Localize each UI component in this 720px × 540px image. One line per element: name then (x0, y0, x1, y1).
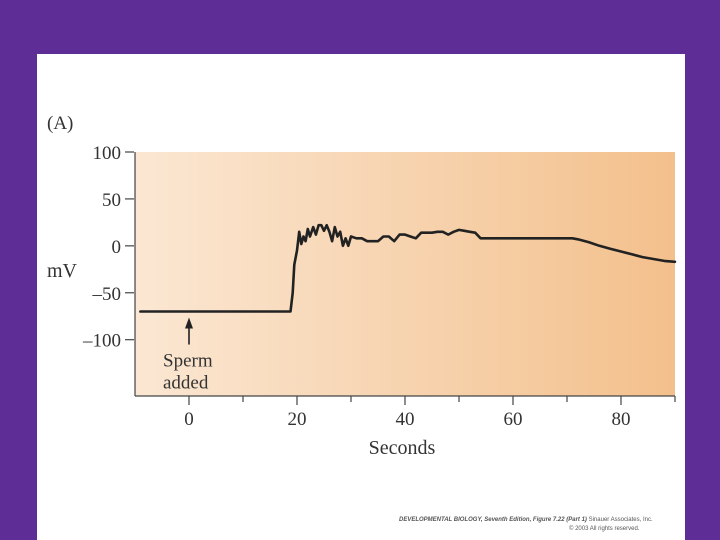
copyright: © 2003 All rights reserved. (569, 526, 640, 532)
copyright-line: © 2003 All rights reserved. (569, 526, 639, 532)
y-axis-label: mV (47, 260, 78, 282)
y-tick-label: 100 (93, 143, 122, 164)
x-axis-label: Seconds (369, 437, 436, 459)
x-tick-label: 40 (396, 409, 415, 430)
y-tick-label: 50 (102, 190, 121, 211)
y-tick-label: –50 (92, 284, 122, 305)
x-tick-label: 80 (612, 409, 631, 430)
y-tick-label: 0 (112, 237, 122, 258)
x-tick-label: 60 (504, 409, 523, 430)
annotation-text-line: Sperm (163, 351, 213, 372)
panel-label: (A) (47, 113, 73, 134)
book-title: DEVELOPMENTAL BIOLOGY, Seventh Edition, … (399, 517, 587, 523)
x-tick-label: 20 (288, 409, 307, 430)
plot-background (135, 152, 675, 396)
series-line-0 (139, 223, 677, 313)
figure-credit: DEVELOPMENTAL BIOLOGY, Seventh Edition, … (399, 517, 653, 523)
publisher: Sinauer Associates, Inc. (588, 517, 653, 523)
annotation-text-line: added (163, 373, 209, 394)
x-tick-label: 0 (184, 409, 194, 430)
y-tick-label: –100 (82, 331, 121, 352)
slide: 100 50 0 –50 –100 0 20 40 60 80 Sperm added (A) mV… (37, 54, 685, 540)
annotation-arrow-head (185, 317, 193, 329)
